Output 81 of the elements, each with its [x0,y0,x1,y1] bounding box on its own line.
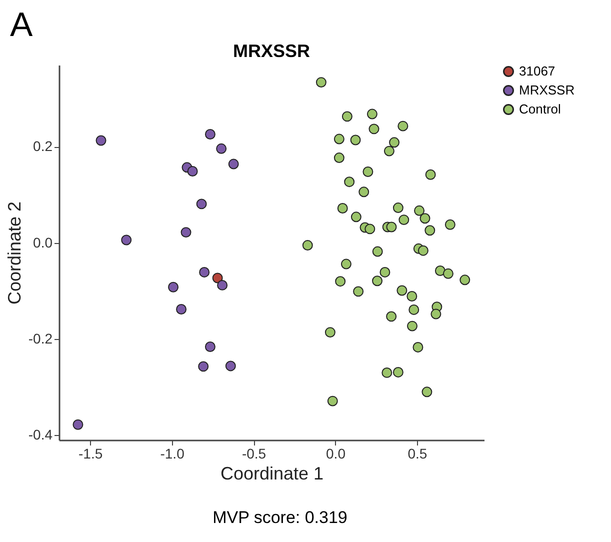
x-tick-label: 0.0 [326,446,346,462]
legend-label: 31067 [519,64,556,78]
point [212,272,223,284]
point [380,266,390,278]
point [350,212,362,222]
point [398,214,410,226]
point [353,286,364,297]
point [460,274,470,286]
point [444,219,456,230]
point [72,419,84,430]
point [406,320,418,332]
text: MVP score: 0.319 [212,508,348,528]
point [228,158,239,170]
point [368,124,380,134]
y-tick-label: -0.2 [28,330,53,347]
x-tick-label: -0.5 [242,446,266,462]
point [372,246,383,257]
y-tick-label: 0.0 [33,234,53,250]
y-axis-title: Coordinate 2 [4,201,24,305]
point [424,225,436,236]
legend-label: MRXSSR [519,82,575,98]
point [386,222,397,232]
point [204,128,216,140]
point [362,166,374,177]
point [418,245,428,256]
point [364,224,376,234]
point [168,282,179,292]
point [442,268,454,279]
legend-label: Control [519,102,562,116]
point [406,291,418,302]
chart-title: MRXSSR [232,41,310,61]
point [216,143,227,154]
x-tick-label: 0.5 [408,446,428,462]
point [96,135,106,146]
point [350,134,361,146]
point [420,213,430,224]
point [335,276,346,287]
point [316,77,326,88]
point [344,176,355,188]
point [196,198,207,210]
point [217,280,228,290]
point [382,367,392,378]
point [302,240,313,251]
point [422,386,432,398]
point [198,361,209,372]
point [412,342,424,352]
point [342,111,352,122]
point [334,152,344,164]
point [396,285,408,296]
point [392,202,404,214]
point [372,276,383,286]
point [225,360,236,372]
point [121,234,132,246]
point [340,258,352,270]
point [358,186,370,198]
x-tick-label: -1.0 [160,446,185,462]
point [389,137,400,148]
point [199,266,210,278]
y-tick-label: -0.4 [28,426,53,443]
point [187,166,198,176]
x-tick-label: -1.5 [78,446,103,462]
point [324,327,336,338]
point [204,341,216,352]
point [414,205,425,216]
point [425,169,436,180]
y-tick-label: 0.2 [33,138,53,154]
x-axis-title: Coordinate 1 [220,464,324,484]
point [398,120,408,132]
text: A [10,6,33,45]
point [392,366,404,378]
point [327,396,338,406]
point [430,308,442,320]
point [434,266,446,276]
point [176,304,187,314]
point [334,134,344,144]
point [386,311,397,322]
point [337,203,348,214]
point [408,304,420,315]
point [366,108,378,120]
point [180,227,192,238]
point [384,146,394,156]
